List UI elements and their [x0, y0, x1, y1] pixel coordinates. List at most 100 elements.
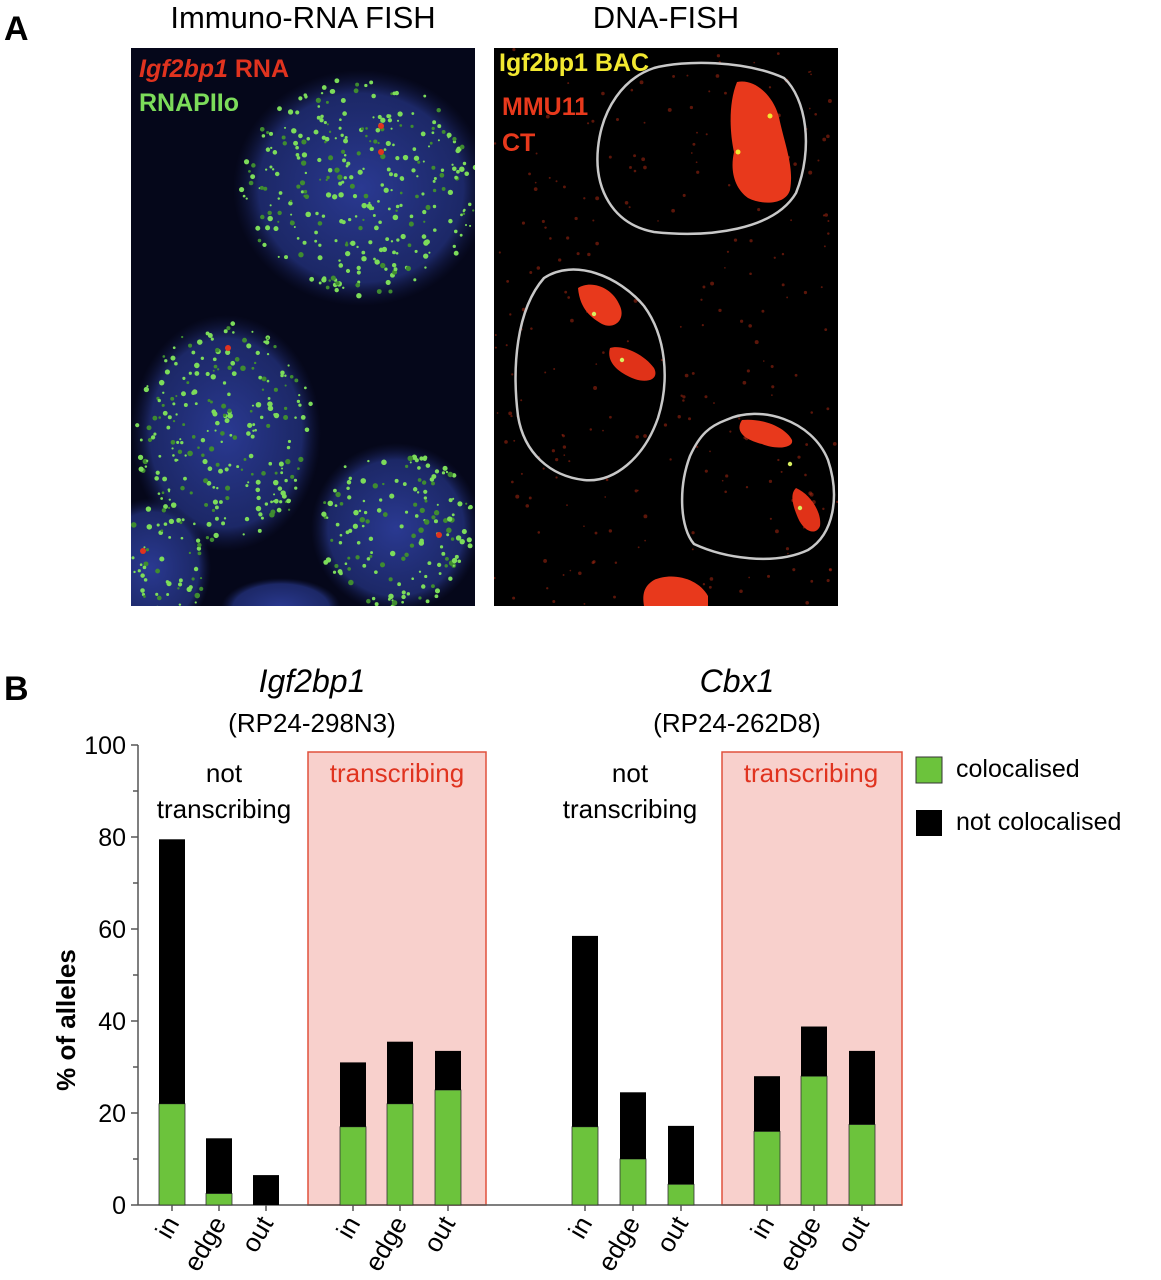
rnapii-focus — [352, 523, 358, 529]
rnapii-focus — [211, 409, 217, 415]
mmu11-label: MMU11 — [502, 93, 589, 121]
rnapii-focus — [451, 513, 455, 517]
speckle — [822, 214, 826, 217]
rnapii-focus — [363, 193, 369, 199]
speckle — [569, 569, 572, 572]
rnapii-focus — [393, 267, 398, 272]
rnapii-focus — [140, 573, 145, 578]
rnapii-focus — [266, 352, 270, 356]
rnapii-focus — [327, 500, 334, 507]
territory-3 — [609, 347, 656, 381]
speckle — [716, 54, 721, 58]
rnapii-focus — [389, 493, 395, 499]
speckle — [574, 216, 578, 221]
not-label-2: not — [612, 758, 649, 788]
rnapii-focus — [343, 465, 347, 469]
rnapii-focus — [345, 241, 348, 244]
speckle — [506, 279, 510, 283]
rnapii-focus — [248, 180, 254, 186]
rnapii-focus — [243, 159, 250, 165]
rnapii-focus — [421, 234, 427, 239]
rnapii-focus — [468, 504, 473, 510]
bar-not-colocalised — [435, 1050, 461, 1090]
speckle — [748, 576, 751, 579]
rnapii-focus — [197, 542, 202, 548]
rnapii-focus — [131, 556, 135, 560]
rna-label: RNA — [227, 55, 290, 83]
speckle — [496, 412, 499, 414]
rnapii-focus — [432, 204, 437, 209]
rnapii-focus — [356, 245, 359, 249]
rnapii-focus — [366, 203, 373, 209]
rnapii-focus — [459, 144, 465, 150]
speckle — [689, 105, 694, 110]
rnapii-focus — [265, 147, 271, 152]
speckle — [509, 313, 512, 316]
speckle — [690, 152, 693, 154]
rnapii-focus — [383, 187, 389, 193]
rnapii-focus — [335, 281, 340, 286]
rnapii-focus — [291, 128, 297, 134]
speckle — [808, 170, 813, 175]
rnapii-focus — [215, 462, 220, 467]
rnapii-focus — [399, 191, 403, 195]
speckle — [593, 385, 598, 390]
rnapii-focus — [284, 255, 289, 260]
rnapii-focus — [214, 429, 217, 432]
rnapii-focus — [338, 192, 344, 198]
rnapii-focus — [392, 214, 399, 221]
rnapii-focus — [377, 114, 382, 120]
speckle — [594, 531, 598, 535]
rnapii-focus — [248, 453, 254, 459]
rnapii-focus — [298, 252, 304, 258]
speckle — [696, 131, 698, 134]
rnapii-focus — [282, 141, 287, 146]
rnapii-focus — [433, 228, 437, 232]
speckle — [726, 250, 730, 253]
rnapii-focus — [316, 115, 321, 120]
rnapii-focus — [306, 137, 311, 141]
bac-signal — [735, 149, 741, 155]
rnapii-focus — [423, 489, 428, 494]
rnapii-focus — [437, 124, 442, 129]
immuno-rna-fish-image: Igf2bp1 RNA RNAPIIo — [131, 48, 475, 606]
rnapii-focus — [289, 375, 294, 379]
rnapii-focus — [268, 461, 273, 466]
rnapii-focus — [255, 401, 262, 408]
y-tick-label: 20 — [98, 1100, 126, 1128]
rnapii-focus — [429, 141, 433, 145]
rnapii-focus — [401, 590, 406, 595]
rnapii-focus — [361, 202, 367, 209]
rnapii-focus — [407, 243, 412, 248]
speckle — [542, 467, 545, 470]
rnapii-focus — [423, 220, 426, 223]
speckle — [555, 476, 558, 479]
rnapii-focus — [251, 404, 255, 407]
speckle — [827, 219, 830, 222]
rnapii-focus — [395, 204, 400, 209]
rnapii-focus — [205, 371, 210, 377]
speckle — [803, 290, 808, 295]
speckle — [794, 373, 798, 377]
rna-focus — [378, 123, 384, 129]
speckle — [566, 504, 568, 507]
rnapii-focus — [238, 186, 245, 193]
rnapii-focus — [418, 527, 424, 533]
rnapii-focus — [263, 340, 267, 344]
speckle — [776, 52, 780, 55]
rnapii-focus — [152, 415, 158, 421]
rnapii-focus — [137, 454, 144, 461]
rnapii-focus — [175, 395, 178, 398]
x-tick-label: edge — [772, 1211, 827, 1276]
rnapii-focus — [443, 518, 448, 524]
rnapii-focus — [339, 501, 344, 506]
rnapii-focus — [318, 281, 322, 285]
rnapii-focus — [293, 140, 299, 146]
rnapii-focus — [402, 154, 409, 161]
rnapii-focus — [300, 414, 306, 420]
rnapii-focus — [295, 145, 299, 150]
rnapii-focus — [374, 225, 379, 231]
rnapii-focus — [345, 164, 349, 168]
rnapii-focus — [423, 94, 427, 98]
rnapii-focus — [284, 374, 287, 377]
